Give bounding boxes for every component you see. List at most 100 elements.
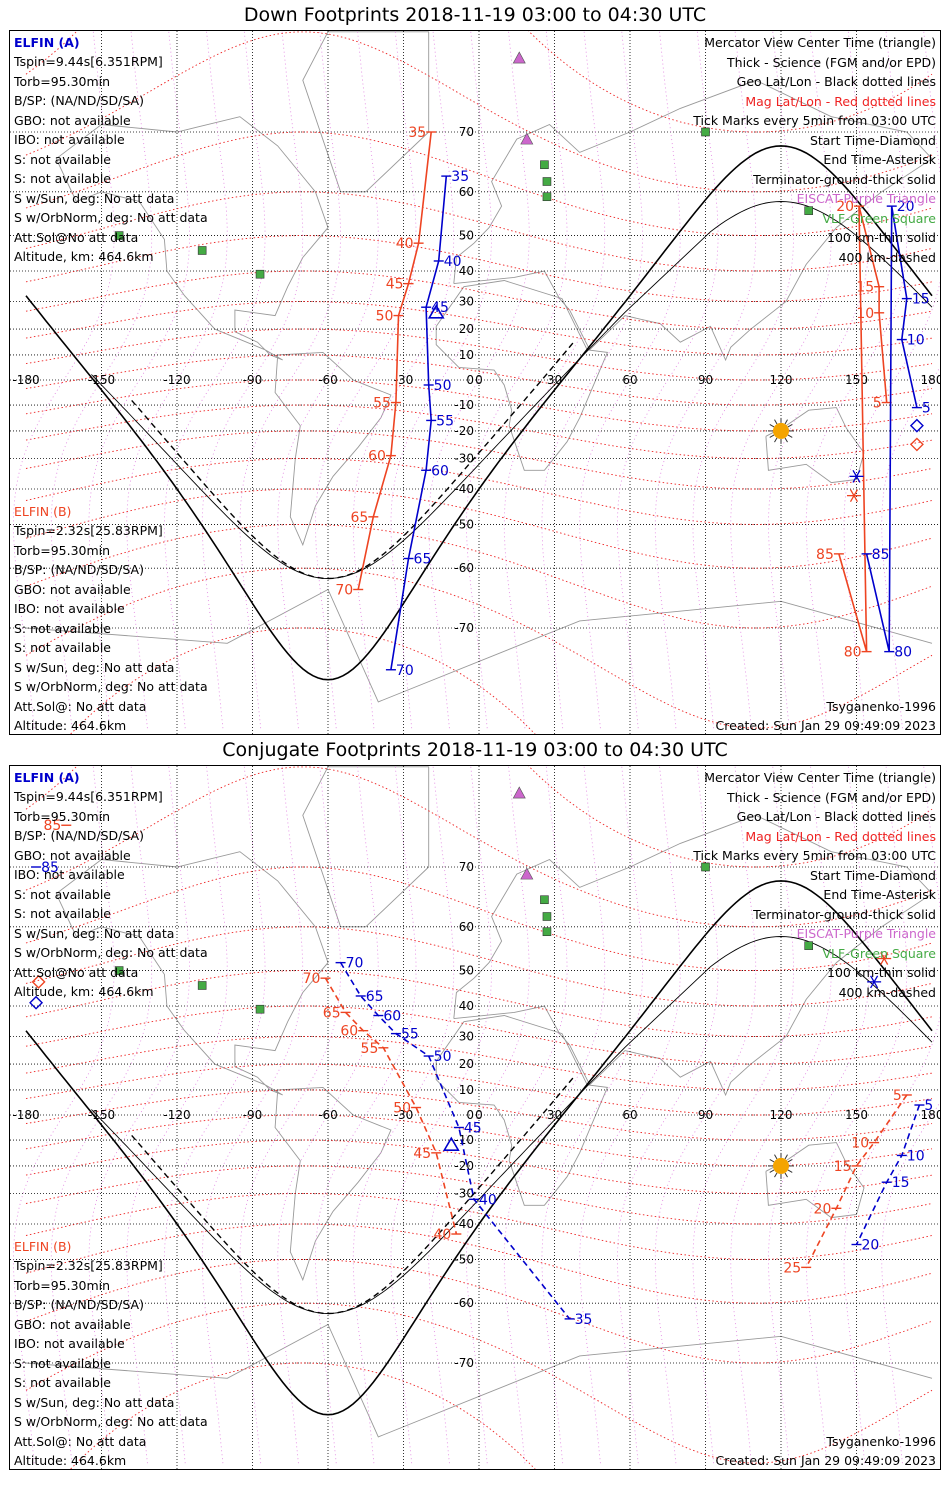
mag-meridian — [730, 766, 832, 1464]
legend-item: VLF-Green Square — [822, 210, 936, 226]
elfin-b-title-2: ELFIN (B) — [14, 1239, 72, 1254]
legend-item: Geo Lat/Lon - Black dotted lines — [736, 74, 936, 89]
mag-meridian — [579, 31, 681, 729]
mag-parallel — [25, 1223, 933, 1304]
mag-parallel — [25, 1259, 933, 1364]
legend-item: 100 km-thin solid — [827, 965, 936, 980]
elfin-a-s-orb-2: S w/OrbNorm, deg: No att data — [14, 945, 208, 960]
elfin-b-footprint-time-label: 25 — [783, 1260, 801, 1276]
lat-tick-label: -50 — [454, 517, 474, 531]
lon-tick-label: -150 — [88, 373, 115, 387]
mag-meridian — [126, 766, 228, 1464]
elfin-b-footprint-time-label: 45 — [386, 277, 404, 293]
sun-ray — [787, 423, 793, 428]
terminator-ground — [25, 880, 933, 1416]
mag-parallel — [25, 1193, 933, 1260]
elfin-b-gbo: GBO: not available — [14, 582, 131, 597]
elfin-a-footprint-time-label: 20 — [897, 199, 915, 215]
purple-triangle-icon — [512, 51, 526, 64]
lon-tick-label: -180 — [12, 1108, 39, 1122]
elfin-b-s-2: S: not available — [14, 1356, 111, 1371]
legend-item: Geo Lat/Lon - Black dotted lines — [736, 809, 936, 824]
lat-tick-label: -60 — [454, 1296, 474, 1310]
elfin-a-footprint-time-label: 15 — [892, 1175, 910, 1191]
mag-meridian — [466, 766, 568, 1464]
green-square-icon — [540, 160, 549, 170]
mag-parallel — [25, 926, 933, 1007]
mag-meridian — [768, 766, 870, 1464]
legend-item: Thick - Science (FGM and/or EPD) — [727, 54, 936, 70]
elfin-b-footprint-time-label: 50 — [376, 309, 394, 325]
elfin-a-footprint-path — [390, 176, 448, 670]
legend-item: 100 km-thin solid — [827, 230, 936, 245]
legend-item: Start Time-Diamond — [809, 132, 936, 148]
continent-outline — [55, 116, 329, 361]
elfin-b-footprint-time-label: 70 — [303, 971, 321, 987]
model-label: Tsyganenko-1996 — [826, 699, 936, 714]
elfin-b-torb: Torb=95.30min — [14, 543, 111, 558]
elfin-a-s2: S: not available — [14, 171, 111, 186]
sun-ray — [784, 1172, 788, 1178]
mag-meridian — [428, 31, 530, 729]
mag-meridian — [768, 31, 870, 729]
elfin-b-title: ELFIN (B) — [14, 504, 72, 519]
elfin-b-footprint-time-label: 60 — [368, 449, 386, 465]
elfin-b-footprint-time-label: 15 — [834, 1159, 852, 1175]
mag-parallel — [25, 1165, 933, 1225]
lon-tick-label: -60 — [318, 1108, 338, 1122]
sun-ray — [774, 1154, 778, 1160]
created-label: Created: Sun Jan 29 09:49:09 2023 — [715, 718, 936, 733]
lat-tick-label: 60 — [459, 920, 474, 934]
mag-meridian — [13, 31, 115, 729]
legend-item: 400 km-dashed — [838, 984, 936, 1000]
elfin-a-title-2: ELFIN (A) — [14, 770, 80, 785]
mag-parallel — [25, 404, 933, 459]
continent-outline — [435, 280, 609, 471]
lon-tick-label: 120 — [770, 373, 793, 387]
map-panel-conjugate: -180 -150 -120 -90 -60 -30 0 30 60 90 120 150 180 70 6… — [9, 765, 941, 1470]
elfin-b-tspin-2: Tspin=2.32s[25.83RPM] — [14, 1258, 163, 1273]
elfin-b-ibo-2: IBO: not available — [14, 1336, 125, 1351]
lon-tick-label: 90 — [698, 1108, 713, 1122]
lon-tick-label: -120 — [163, 373, 190, 387]
mag-meridian — [126, 31, 228, 729]
elfin-a-footprint-time-label: 65 — [414, 552, 432, 568]
elfin-a-footprint-time-label: 50 — [434, 1049, 452, 1065]
legend-item: Terminator-ground-thick solid — [753, 171, 936, 187]
elfin-a-footprint-path — [339, 962, 571, 1320]
lat-tick-label: 70 — [459, 860, 474, 874]
lon-tick-label: -120 — [163, 1108, 190, 1122]
legend-item: Mag Lat/Lon - Red dotted lines — [745, 93, 936, 109]
terminator-ground — [25, 145, 933, 681]
legend-item: VLF-Green Square — [822, 945, 936, 961]
lon-tick-label: -30 — [394, 1108, 414, 1122]
elfin-a-alt: Altitude, km: 464.6km — [14, 249, 154, 264]
mag-parallel — [25, 235, 933, 302]
elfin-b-footprint-time-label: 5 — [893, 1088, 902, 1104]
elfin-a-title: ELFIN (A) — [14, 35, 80, 50]
legend-item: Start Time-Diamond — [809, 867, 936, 883]
mag-meridian — [654, 766, 757, 1464]
elfin-b-footprint-time-label: 40 — [396, 236, 414, 252]
legend-item: Tick Marks every 5min from 03:00 UTC — [693, 113, 936, 128]
mag-meridian — [164, 766, 266, 1464]
elfin-b-s-orb: S w/OrbNorm, deg: No att data — [14, 679, 208, 694]
mag-meridian — [881, 366, 940, 729]
elfin-a-ibo-2: IBO: not available — [14, 867, 125, 882]
sun-ray — [787, 434, 793, 438]
sun-icon — [773, 422, 789, 439]
sun-ray — [784, 1154, 788, 1160]
mag-meridian — [503, 31, 606, 729]
lat-tick-label: 50 — [459, 229, 474, 243]
mag-meridian — [164, 31, 266, 729]
lat-tick-label: -10 — [454, 1133, 474, 1147]
elfin-a-s-sun: S w/Sun, deg: No att data — [14, 191, 175, 206]
lat-tick-label: 20 — [459, 1057, 474, 1071]
lat-tick-label: -70 — [454, 621, 474, 635]
elfin-b-footprint-time-label: 55 — [361, 1041, 379, 1057]
sun-icon — [773, 1157, 789, 1174]
elfin-a-bsp: B/SP: (NA/ND/SD/SA) — [14, 93, 144, 108]
lat-tick-label: 0 — [466, 1108, 474, 1122]
mag-meridian — [50, 766, 153, 1464]
green-square-icon — [197, 981, 207, 990]
